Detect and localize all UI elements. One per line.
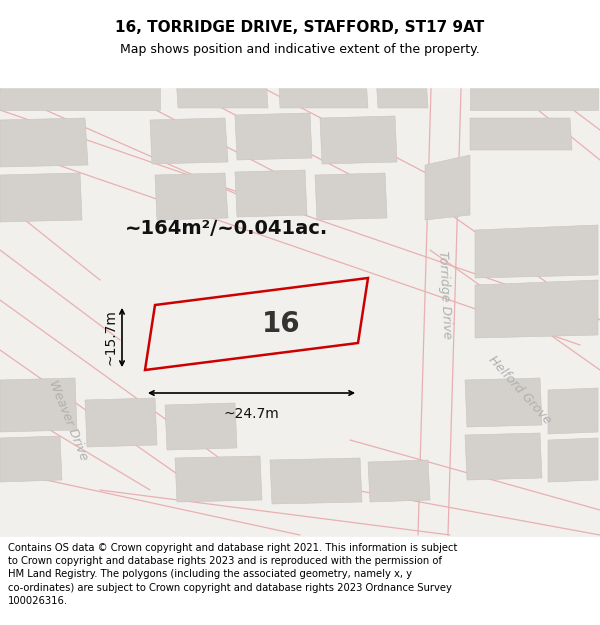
Text: ~24.7m: ~24.7m [224,407,280,421]
Polygon shape [548,388,598,434]
Text: 16, TORRIDGE DRIVE, STAFFORD, ST17 9AT: 16, TORRIDGE DRIVE, STAFFORD, ST17 9AT [115,19,485,34]
Polygon shape [0,378,77,432]
Polygon shape [278,62,368,108]
Text: ~15.7m: ~15.7m [103,309,117,366]
Polygon shape [85,398,157,447]
Polygon shape [465,378,542,427]
Polygon shape [235,170,307,217]
Text: Contains OS data © Crown copyright and database right 2021. This information is : Contains OS data © Crown copyright and d… [8,543,457,606]
Bar [0,87,600,537]
Polygon shape [425,155,470,220]
Polygon shape [470,58,598,110]
Polygon shape [165,403,237,450]
Polygon shape [315,173,387,220]
Polygon shape [175,456,262,502]
Text: ~164m²/~0.041ac.: ~164m²/~0.041ac. [125,219,328,239]
Polygon shape [320,116,397,164]
Polygon shape [0,173,82,222]
Text: Torridge Drive: Torridge Drive [436,251,454,339]
Polygon shape [470,118,572,150]
Text: Helford Grove: Helford Grove [486,353,554,427]
Polygon shape [548,438,598,482]
Polygon shape [155,173,228,220]
Polygon shape [270,458,362,504]
Polygon shape [0,58,160,110]
Polygon shape [0,118,88,167]
Polygon shape [475,225,598,278]
Polygon shape [465,433,542,480]
Bar [0,537,600,625]
Polygon shape [475,280,598,338]
Bar [0,0,600,87]
Text: Map shows position and indicative extent of the property.: Map shows position and indicative extent… [120,44,480,56]
Text: Weaver Drive: Weaver Drive [46,378,90,462]
Polygon shape [368,460,430,502]
Polygon shape [375,60,428,108]
Text: 16: 16 [262,310,301,338]
Polygon shape [150,118,228,164]
Polygon shape [175,60,268,108]
Polygon shape [235,113,312,160]
Polygon shape [0,436,62,482]
